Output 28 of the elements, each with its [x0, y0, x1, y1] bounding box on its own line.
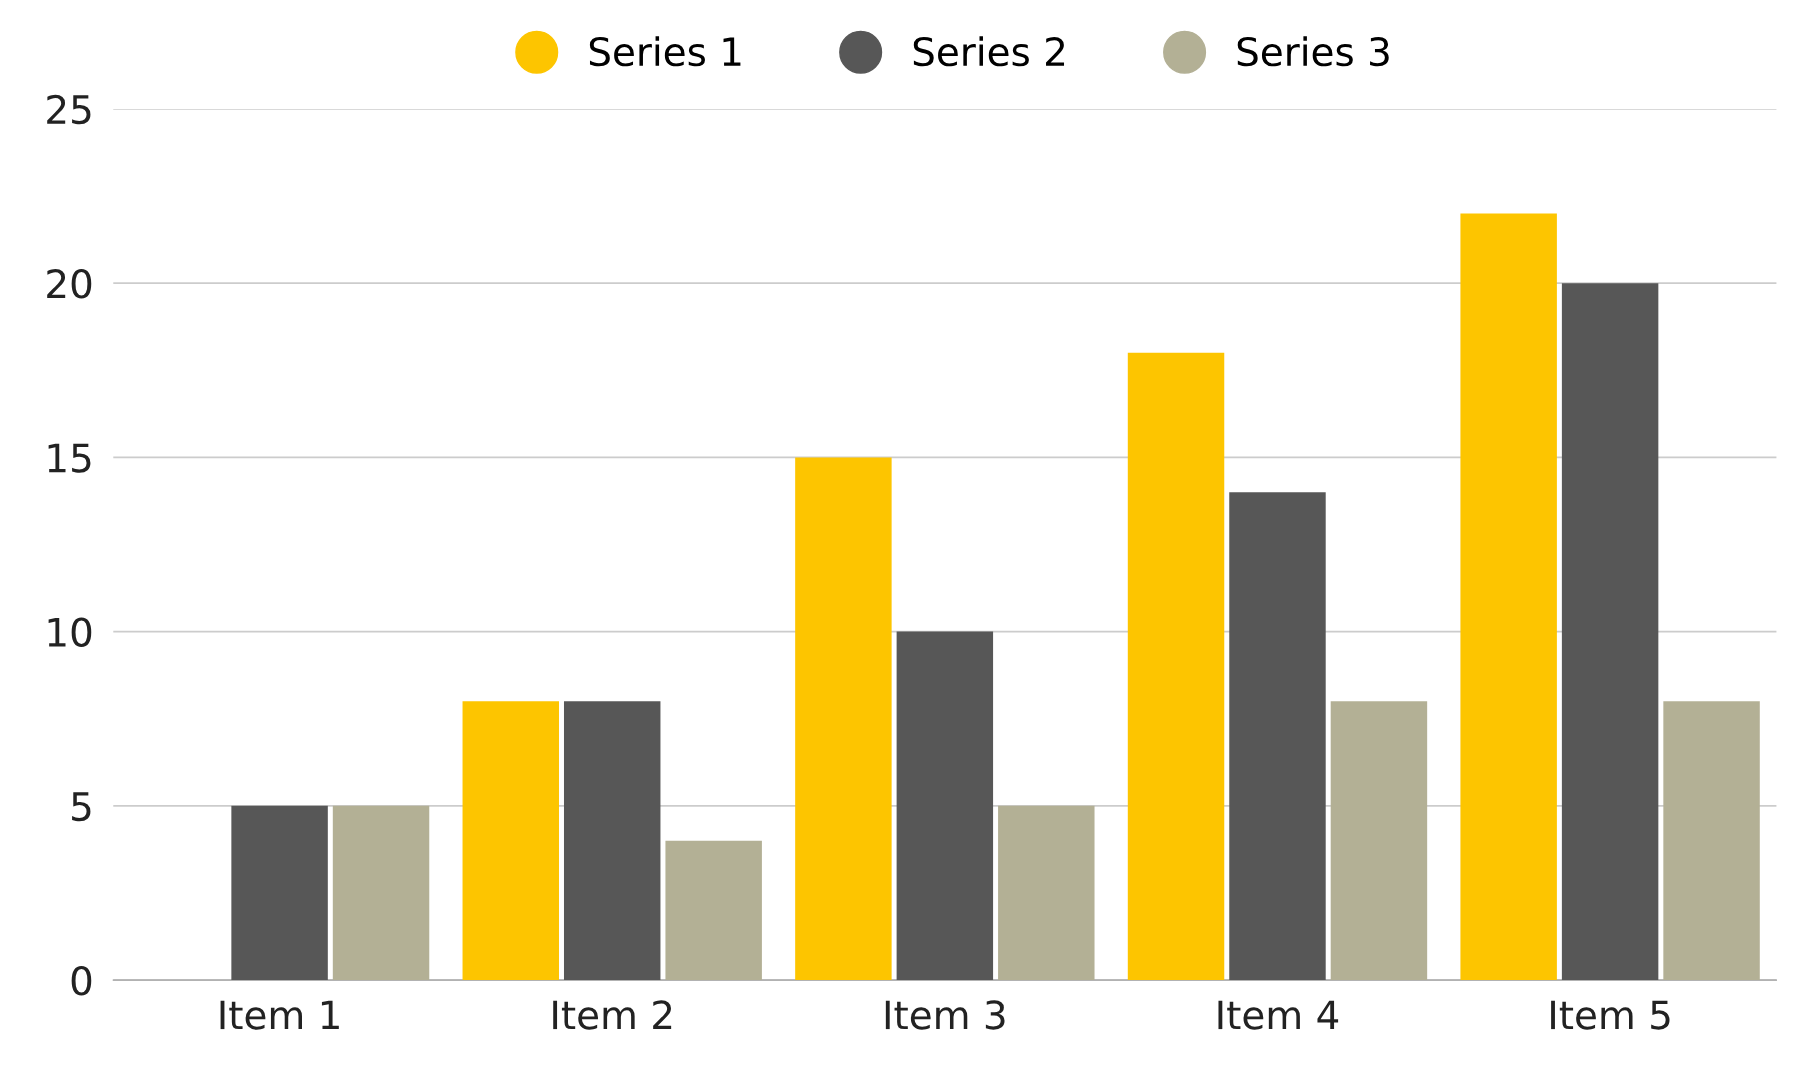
- bar: [1561, 283, 1659, 981]
- y-tick-label: 15: [48, 443, 91, 473]
- bar: [332, 805, 430, 981]
- bar: [462, 701, 559, 981]
- x-tick-label: Item 4: [1218, 1000, 1339, 1030]
- bar: [1229, 492, 1326, 981]
- y-tick-label: 10: [48, 617, 92, 647]
- x-tick-label: Item 2: [553, 1000, 672, 1030]
- bar: [998, 805, 1095, 981]
- bar: [795, 457, 892, 981]
- x-tick-label: Item 5: [1551, 1000, 1670, 1030]
- bar: [1460, 213, 1557, 981]
- y-tick-label: 20: [47, 269, 92, 299]
- x-tick-label: Item 1: [220, 1000, 339, 1030]
- legend-label: Series 3: [1237, 36, 1389, 67]
- bar: [231, 805, 328, 981]
- x-tick-label: Item 3: [885, 1000, 1005, 1030]
- bar: [1127, 352, 1225, 981]
- legend-label: Series 1: [589, 36, 741, 67]
- bar: [1663, 701, 1760, 981]
- legend-label: Series 2: [913, 36, 1065, 67]
- bar: [665, 840, 762, 981]
- y-tick-label: 25: [47, 94, 91, 125]
- bar: [1330, 701, 1428, 981]
- bar: [896, 631, 994, 981]
- y-tick-label: 0: [71, 966, 92, 996]
- bar: [563, 701, 661, 981]
- y-tick-label: 5: [72, 792, 91, 822]
